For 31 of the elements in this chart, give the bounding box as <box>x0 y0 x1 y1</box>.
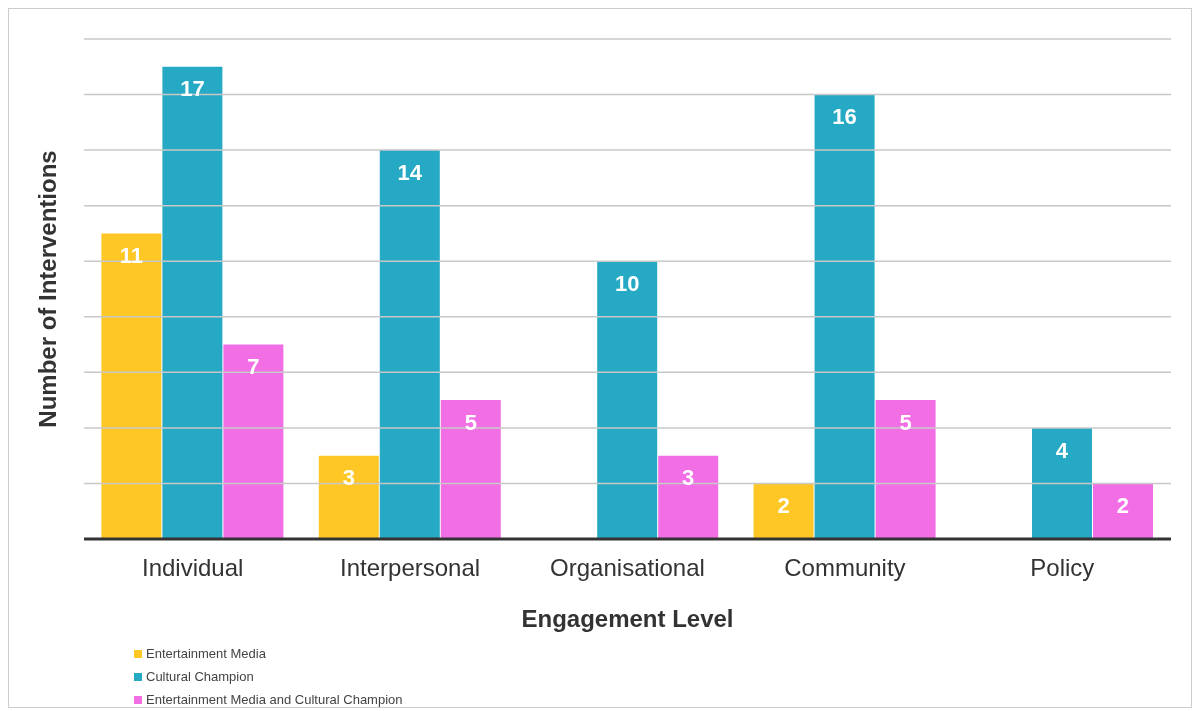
bar <box>875 400 936 539</box>
x-tick-label: Community <box>784 554 906 582</box>
bar <box>1031 427 1092 539</box>
legend-label: Entertainment Media and Cultural Champion <box>146 692 403 707</box>
bar <box>318 455 379 539</box>
bar <box>379 150 440 539</box>
x-tick-label: Organisational <box>550 554 705 582</box>
data-label: 2 <box>777 493 790 519</box>
data-label: 2 <box>1116 493 1130 519</box>
x-axis-title: Engagement Level <box>521 605 734 632</box>
bar <box>1092 483 1153 539</box>
bar <box>101 233 162 539</box>
data-label: 10 <box>614 270 640 296</box>
data-label: 5 <box>899 409 912 435</box>
legend-label: Entertainment Media <box>146 646 266 661</box>
data-label: 4 <box>1055 437 1069 463</box>
x-tick-label: Interpersonal <box>340 554 481 582</box>
bar <box>658 455 719 539</box>
bar <box>814 94 875 539</box>
y-axis-title: Number of Interventions <box>33 150 61 428</box>
bar <box>597 261 658 539</box>
bar <box>753 483 814 539</box>
data-label: 14 <box>397 159 423 185</box>
data-label: 5 <box>464 409 477 435</box>
bar <box>223 344 284 539</box>
legend-label: Cultural Champion <box>146 669 254 684</box>
x-tick-label: Individual <box>142 554 244 582</box>
bar <box>162 66 223 539</box>
x-tick-label: Policy <box>1030 554 1095 582</box>
data-label: 16 <box>832 104 857 130</box>
bar <box>440 400 501 539</box>
